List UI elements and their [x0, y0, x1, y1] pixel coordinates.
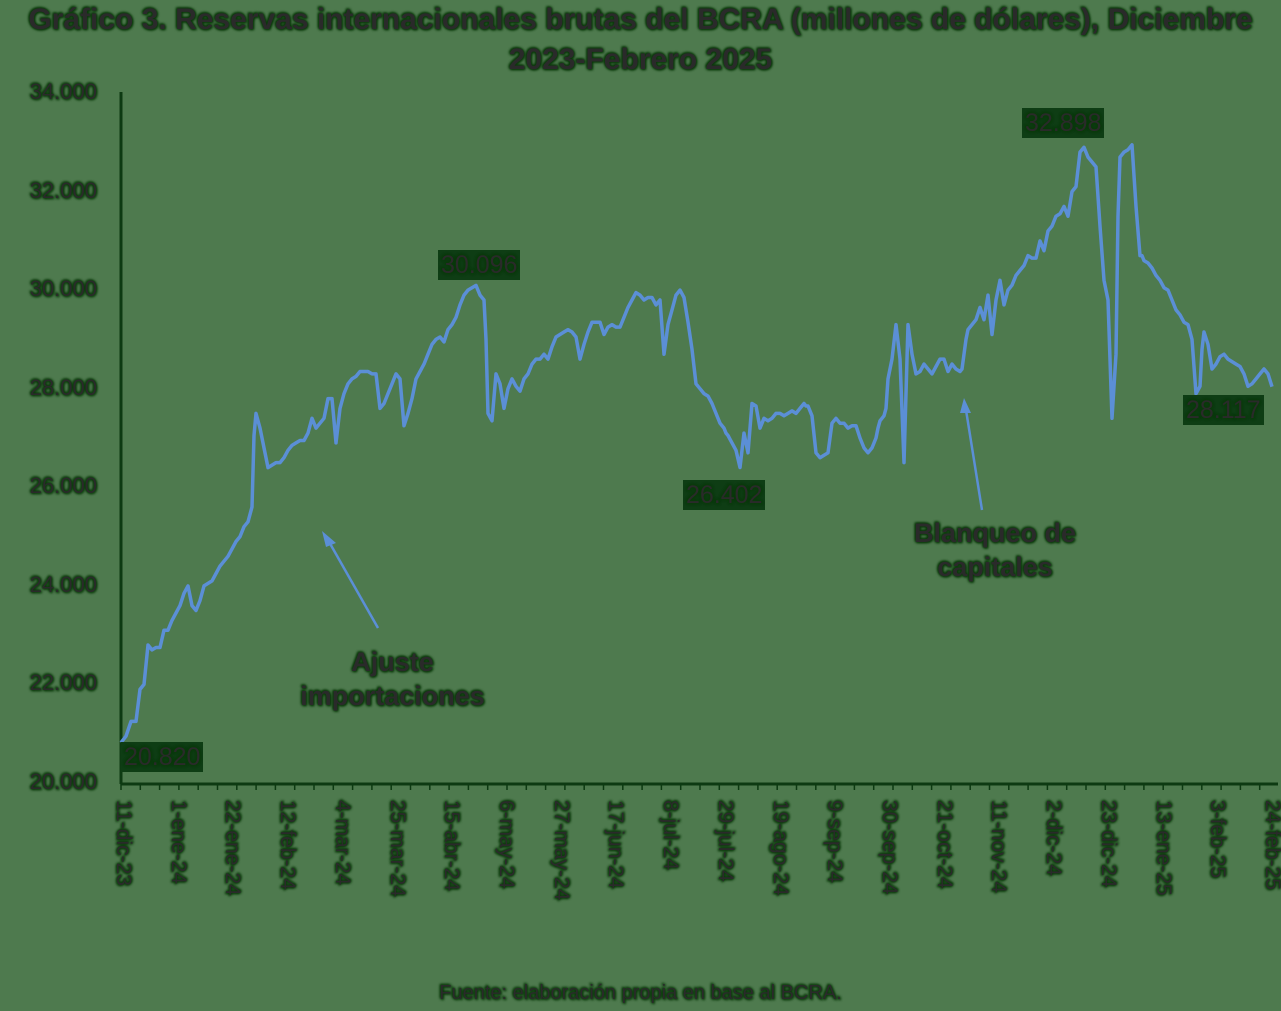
x-tick-label: 12-feb-24: [276, 800, 300, 890]
y-tick-label: 30.000: [29, 276, 97, 302]
x-tick-label: 3-feb-25: [1206, 800, 1230, 879]
x-tick-label: 4-mar-24: [330, 800, 354, 886]
x-axis-ticks: [120, 784, 1261, 790]
label-trough-value: 26.402: [683, 480, 766, 510]
x-tick-label: 27-may-24: [549, 800, 573, 901]
x-tick-label: 2-dic-24: [1042, 800, 1066, 876]
x-tick-label: 13-ene-25: [1151, 800, 1175, 896]
y-tick-label: 22.000: [29, 670, 97, 696]
x-tick-label: 25-mar-24: [385, 800, 409, 897]
x-tick-label: 8-jul-24: [659, 800, 683, 871]
label-peak2-value: 32.898: [1022, 108, 1105, 138]
ajuste-arrow: [322, 531, 380, 629]
y-tick-label: 24.000: [29, 571, 97, 597]
label-start-value: 20.820: [121, 742, 204, 772]
x-tick-label: 22-ene-24: [221, 800, 245, 896]
x-tick-label: 21-oct-24: [932, 800, 956, 889]
x-tick-label: 11-dic-23: [112, 800, 135, 886]
label-peak1-value: 30.096: [438, 250, 521, 280]
y-tick-label: 28.000: [29, 374, 97, 400]
y-tick-label: 32.000: [29, 177, 97, 203]
label-end-value: 28.117: [1183, 395, 1264, 425]
x-tick-label: 6-may-24: [495, 800, 518, 889]
chart-title: Gráfico 3. Reservas internacionales brut…: [28, 3, 1253, 76]
reserves-line: [119, 143, 1274, 744]
source-note: Fuente: elaboración propia en base al BC…: [439, 982, 842, 1004]
x-tick-label: 11-nov-24: [987, 800, 1011, 894]
annotation-ajuste-importaciones: Ajuste importaciones: [300, 647, 485, 711]
y-tick-label: 34.000: [29, 79, 97, 104]
x-tick-label: 9-sep-24: [823, 800, 847, 883]
blanqueo-arrow: [960, 398, 984, 511]
x-tick-label: 15-abr-24: [440, 800, 464, 892]
x-tick-label: 30-sep-24: [878, 800, 901, 895]
x-tick-label: 29-jul-24: [713, 800, 737, 882]
x-tick-label: 1-ene-24: [166, 800, 190, 885]
y-tick-label: 26.000: [29, 473, 97, 499]
x-tick-label: 19-ago-24: [768, 800, 792, 896]
x-tick-label: 17-jun-24: [604, 800, 628, 889]
x-tick-label: 23-dic-24: [1096, 800, 1120, 888]
annotation-blanqueo-capitales: Blanqueo de capitales: [913, 518, 1076, 582]
y-tick-label: 20.000: [29, 769, 97, 794]
x-tick-label: 24-feb-25: [1261, 800, 1281, 890]
